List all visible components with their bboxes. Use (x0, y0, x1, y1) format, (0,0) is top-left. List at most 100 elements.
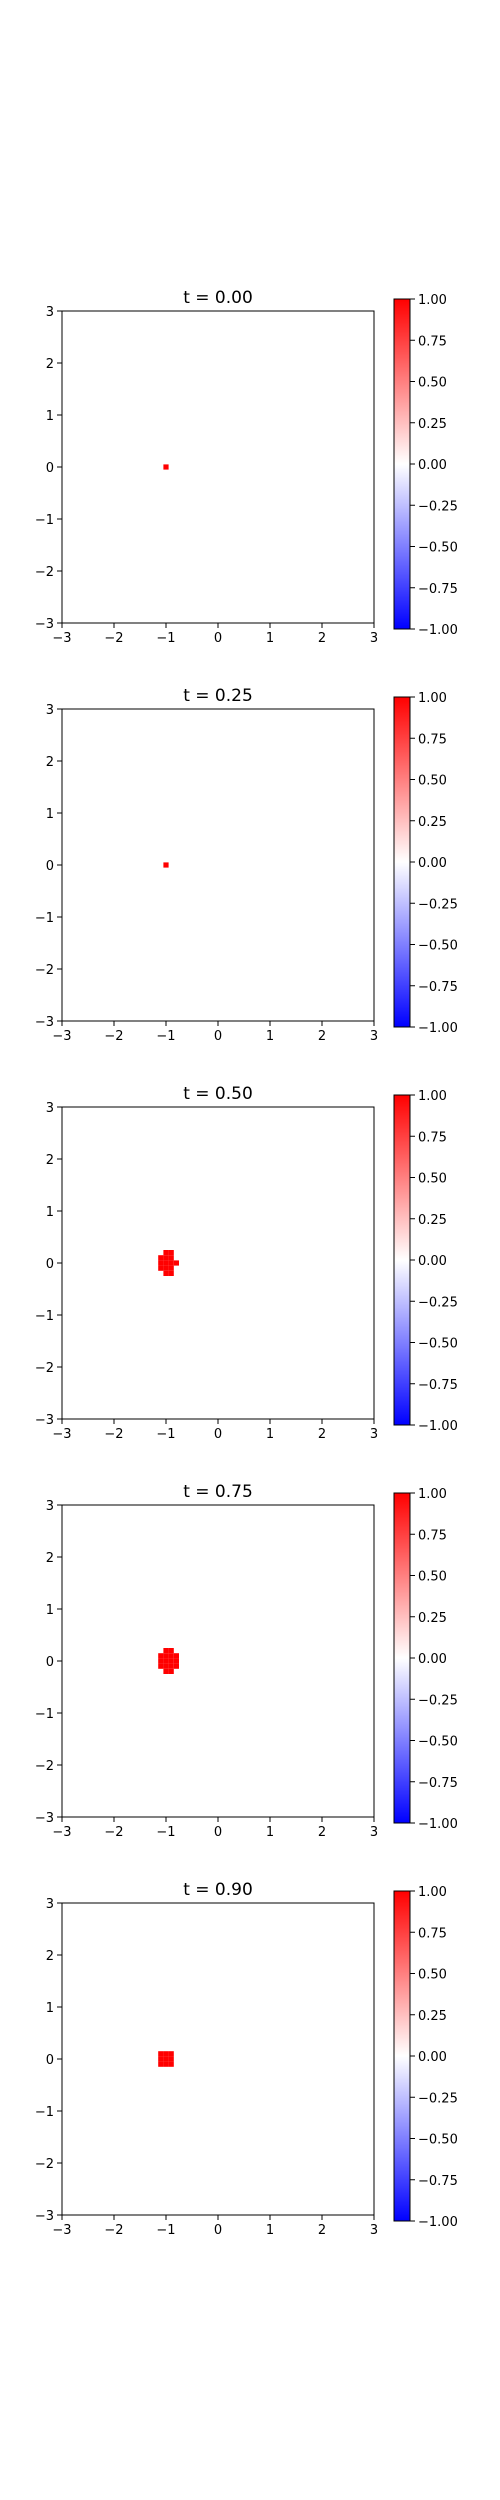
heatmap-cell (169, 1658, 174, 1663)
y-tick-label: 2 (46, 755, 54, 770)
y-tick-label: 2 (46, 1551, 54, 1566)
plot-area (62, 311, 374, 623)
y-tick-label: −1 (35, 513, 54, 528)
colorbar (394, 1891, 410, 2221)
heatmap-cell (163, 1260, 168, 1265)
colorbar-tick-label: 0.50 (418, 376, 447, 391)
colorbar-tick-label: 0.00 (418, 458, 447, 473)
heatmap-cell (163, 464, 168, 469)
colorbar-tick-label: −0.25 (418, 1295, 458, 1310)
x-tick-label: 3 (370, 1029, 378, 1044)
panel-2: t = 0.50 −3 −2 −1 0 1 2 3 −3 −2 −1 0 1 2 3 1.00 0.75 0.50… (35, 1084, 458, 1442)
colorbar-tick-label: 0.75 (418, 334, 447, 349)
heatmap-cell (169, 1669, 174, 1674)
heatmap-cell (158, 1653, 163, 1658)
colorbar-tick-label: 0.25 (418, 2009, 447, 2024)
panel-4: t = 0.90 −3 −2 −1 0 1 2 3 −3 −2 −1 0 1 2 3 1.00 0.75 0.50… (35, 1880, 458, 2238)
x-tick-label: −2 (104, 631, 123, 646)
panel-title: t = 0.50 (183, 1084, 253, 1104)
heatmap-cell (158, 1255, 163, 1260)
heatmap-cell (169, 2056, 174, 2061)
x-tick-label: 3 (370, 1427, 378, 1442)
y-tick-label: −2 (35, 1361, 54, 1376)
plot-area (62, 709, 374, 1021)
heatmap-cell (169, 1648, 174, 1653)
x-tick-label: 3 (370, 631, 378, 646)
x-tick-label: 0 (214, 2223, 222, 2238)
y-tick-label: −1 (35, 1707, 54, 1722)
colorbar-tick-label: 1.00 (418, 293, 447, 308)
colorbar-tick-label: −0.25 (418, 897, 458, 912)
heatmap-cell (169, 1664, 174, 1669)
colorbar-tick-label: −0.75 (418, 1776, 458, 1791)
x-tick-label: −3 (52, 631, 71, 646)
y-tick-label: 3 (46, 1499, 54, 1514)
colorbar-tick-label: −0.25 (418, 499, 458, 514)
x-tick-label: 2 (318, 1427, 326, 1442)
plot-area (62, 1505, 374, 1817)
x-tick-label: −1 (156, 631, 175, 646)
heatmap-cell (163, 1250, 168, 1255)
heatmap-cell (163, 862, 168, 867)
colorbar-tick-label: −0.75 (418, 980, 458, 995)
colorbar-tick-label: 0.50 (418, 1968, 447, 1983)
colorbar-tick-label: 0.25 (418, 815, 447, 830)
colorbar-tick-label: 0.75 (418, 1926, 447, 1941)
x-tick-label: 0 (214, 1427, 222, 1442)
heatmap-cell (169, 1271, 174, 1276)
y-tick-label: 0 (46, 2053, 54, 2068)
heatmap-cell (169, 1255, 174, 1260)
x-tick-label: −2 (104, 1825, 123, 1840)
x-tick-label: 1 (266, 631, 274, 646)
heatmap-cell (158, 2062, 163, 2067)
heatmap-cell (163, 1653, 168, 1658)
colorbar (394, 1095, 410, 1425)
y-tick-label: 0 (46, 859, 54, 874)
heatmap-cell (163, 1648, 168, 1653)
heatmap-cell (163, 1255, 168, 1260)
y-tick-label: 2 (46, 1949, 54, 1964)
colorbar-tick-label: −0.50 (418, 939, 458, 954)
colorbar (394, 299, 410, 629)
x-tick-label: 1 (266, 2223, 274, 2238)
heatmap-cell (174, 1664, 179, 1669)
panel-title: t = 0.25 (183, 686, 253, 706)
panel-3: t = 0.75 −3 −2 −1 0 1 2 3 −3 −2 −1 0 1 2 3 1.00 0.75 0.50… (35, 1482, 458, 1840)
colorbar-tick-label: −0.50 (418, 1735, 458, 1750)
colorbar-tick-label: 0.50 (418, 1172, 447, 1187)
x-tick-label: 0 (214, 631, 222, 646)
x-tick-label: 1 (266, 1825, 274, 1840)
panel-title: t = 0.75 (183, 1482, 253, 1502)
heatmap-cell (158, 2056, 163, 2061)
x-tick-label: 1 (266, 1029, 274, 1044)
y-tick-label: −2 (35, 565, 54, 580)
colorbar-tick-label: −0.25 (418, 1693, 458, 1708)
heatmap-cell (174, 1653, 179, 1658)
heatmap-cell (158, 2051, 163, 2056)
y-tick-label: 1 (46, 1603, 54, 1618)
heatmap-cell (163, 2056, 168, 2061)
colorbar-tick-label: 0.50 (418, 774, 447, 789)
colorbar-tick-label: −0.50 (418, 1337, 458, 1352)
x-tick-label: 2 (318, 2223, 326, 2238)
x-tick-label: −1 (156, 1029, 175, 1044)
x-tick-label: 2 (318, 1029, 326, 1044)
heatmap-cell (163, 1664, 168, 1669)
y-tick-label: 3 (46, 305, 54, 320)
x-tick-label: −2 (104, 1029, 123, 1044)
x-tick-label: 0 (214, 1029, 222, 1044)
heatmap-cell (163, 1658, 168, 1663)
colorbar-tick-label: 0.25 (418, 1213, 447, 1228)
heatmap-cell (158, 1664, 163, 1669)
heatmap-cell (163, 2062, 168, 2067)
y-tick-label: −3 (35, 617, 54, 632)
x-tick-label: −2 (104, 1427, 123, 1442)
y-tick-label: 0 (46, 1257, 54, 1272)
x-tick-label: −3 (52, 1427, 71, 1442)
y-tick-label: −3 (35, 1811, 54, 1826)
x-tick-label: 2 (318, 1825, 326, 1840)
heatmap-cell (169, 2062, 174, 2067)
y-tick-label: 2 (46, 357, 54, 372)
colorbar (394, 1493, 410, 1823)
